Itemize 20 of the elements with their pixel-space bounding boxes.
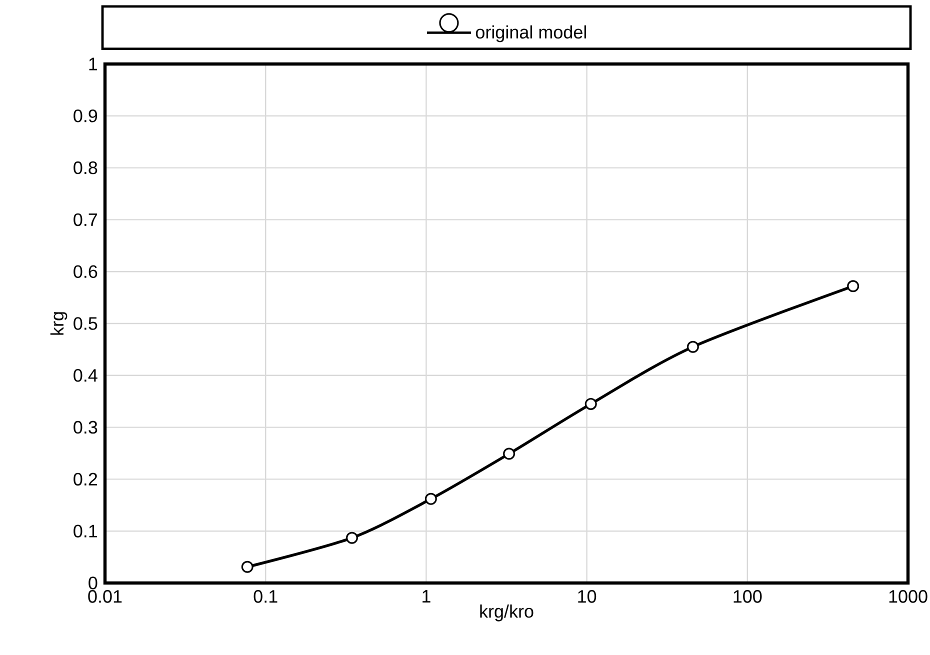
y-tick-label: 0.8 xyxy=(74,161,98,174)
x-axis-title: krg/kro xyxy=(480,604,534,622)
x-tick-label: 100 xyxy=(734,590,762,603)
y-tick-label: 0.2 xyxy=(74,472,98,486)
y-tick-label: 0.1 xyxy=(74,524,98,538)
y-tick-label: 0.3 xyxy=(74,420,98,434)
y-tick-label: 0.7 xyxy=(74,213,98,226)
x-tick-label: 0.1 xyxy=(254,590,278,603)
x-tick-label: 1000 xyxy=(889,590,928,603)
x-tick-label: 10 xyxy=(578,590,596,603)
x-tick-label: 0.01 xyxy=(88,590,122,603)
y-tick-label: 1 xyxy=(89,58,98,70)
x-tick-label: 1 xyxy=(422,590,430,602)
y-tick-label: 0 xyxy=(88,576,98,590)
y-tick-label: 0.5 xyxy=(74,317,98,330)
y-tick-label: 0.4 xyxy=(74,369,98,382)
y-axis-title: krg xyxy=(50,312,68,335)
legend-label: original model xyxy=(476,25,586,42)
y-tick-label: 0.9 xyxy=(74,110,98,122)
y-tick-label: 0.6 xyxy=(74,265,98,278)
